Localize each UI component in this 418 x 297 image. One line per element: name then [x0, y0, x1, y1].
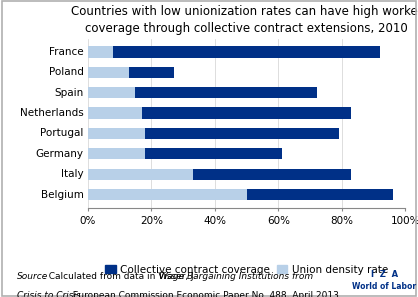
Bar — [88, 46, 113, 58]
Legend: Collective contract coverage, Union density rate: Collective contract coverage, Union dens… — [101, 260, 392, 279]
Bar — [88, 87, 316, 98]
Bar — [88, 128, 145, 139]
Bar — [88, 189, 247, 200]
Bar — [88, 169, 193, 180]
Text: World of Labor: World of Labor — [352, 282, 417, 291]
Text: . European Commission Economic Paper No. 488, April 2013.: . European Commission Economic Paper No.… — [67, 291, 342, 297]
Bar — [88, 148, 282, 159]
Bar — [88, 148, 145, 159]
Text: I  Z  A: I Z A — [371, 270, 398, 279]
Bar — [88, 67, 173, 78]
Title: Countries with low unionization rates can have high worker
coverage through coll: Countries with low unionization rates ca… — [71, 5, 418, 35]
Bar — [88, 189, 393, 200]
Bar — [88, 67, 129, 78]
Text: Source: Source — [17, 272, 48, 281]
Text: Wage Bargaining Institutions from: Wage Bargaining Institutions from — [159, 272, 314, 281]
Bar — [88, 46, 380, 58]
Bar — [88, 169, 352, 180]
Text: Crisis to Crisis: Crisis to Crisis — [17, 291, 81, 297]
Bar — [88, 108, 352, 119]
Bar — [88, 87, 135, 98]
Text: : Calculated from data in Visser, J.: : Calculated from data in Visser, J. — [43, 272, 199, 281]
Bar — [88, 108, 142, 119]
Bar — [88, 128, 339, 139]
